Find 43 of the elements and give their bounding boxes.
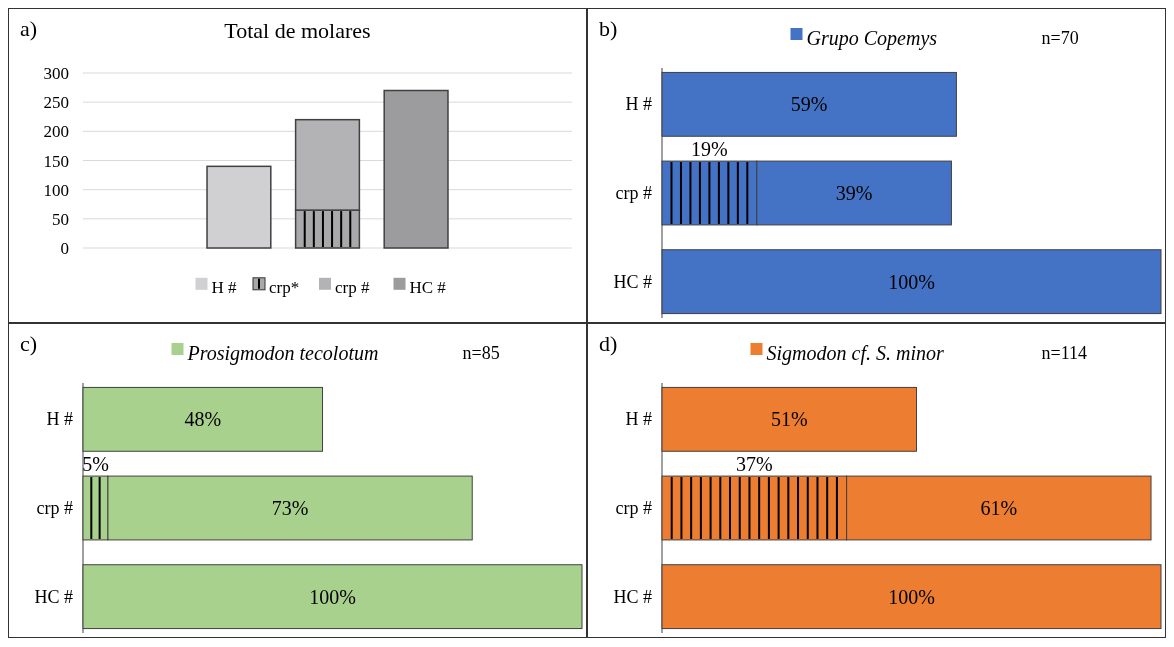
y-tick-label: crp # — [615, 498, 652, 518]
y-tick-label: 200 — [43, 122, 69, 142]
text: c) — [20, 331, 38, 356]
data-label: 73% — [271, 497, 309, 519]
text: b) — [599, 16, 618, 41]
data-label: 48% — [184, 408, 222, 431]
data-label: 19% — [691, 138, 728, 161]
y-tick-label: 50 — [52, 209, 69, 229]
text: d) — [599, 331, 618, 356]
y-tick-label: 150 — [43, 151, 69, 171]
text: a) — [20, 16, 38, 41]
y-tick-label: HC # — [613, 586, 652, 607]
series-label: Grupo Copemys — [806, 27, 938, 50]
legend-label: H # — [211, 278, 238, 297]
chart-title: Total de molares — [224, 18, 371, 43]
y-tick-label: H # — [46, 409, 73, 430]
data-label: 5% — [82, 453, 109, 476]
chart-subtitle: n=114 — [1041, 343, 1087, 363]
data-label: 39% — [835, 182, 873, 204]
y-tick-label: crp # — [36, 498, 73, 518]
y-tick-label: 0 — [60, 239, 69, 258]
legend-label: crp* — [269, 278, 300, 297]
y-tick-label: crp # — [615, 183, 652, 203]
chart-subtitle: n=85 — [462, 343, 500, 363]
data-label: 100% — [888, 270, 935, 293]
y-tick-label: 100 — [43, 180, 69, 200]
legend-label: crp # — [335, 278, 370, 297]
series-label: Sigmodon cf. S. minor — [766, 342, 944, 365]
y-tick-label: 300 — [43, 64, 69, 83]
y-tick-label: HC # — [613, 271, 652, 292]
chart-subtitle: n=70 — [1041, 28, 1079, 48]
data-label: 51% — [770, 408, 808, 431]
data-label: 37% — [735, 453, 773, 476]
data-label: 59% — [790, 93, 828, 116]
y-tick-label: HC # — [34, 586, 73, 607]
legend-label: HC # — [409, 278, 447, 297]
y-tick-label: H # — [625, 409, 652, 430]
series-label: Prosigmodon tecolotum — [186, 342, 379, 365]
y-tick-label: 250 — [43, 93, 69, 113]
data-label: 61% — [980, 497, 1018, 519]
data-label: 100% — [888, 585, 935, 608]
data-label: 100% — [309, 585, 356, 608]
y-tick-label: H # — [625, 94, 652, 115]
